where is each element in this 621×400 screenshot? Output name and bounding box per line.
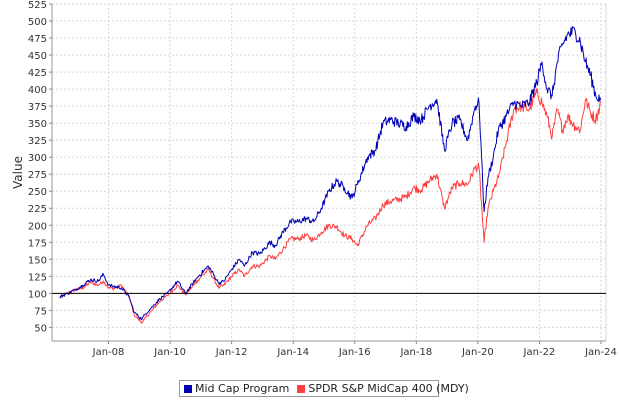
y-tick-label: 75 [34,306,47,317]
y-tick-label: 250 [28,187,47,198]
legend: Mid Cap Program SPDR S&P MidCap 400 (MDY… [179,380,469,397]
tick-labels: 50 75 100 125 150 175 200 225 250 275 300 325 350 375… [28,0,617,358]
plot-area [52,4,606,341]
x-tick-label: Jan-14 [276,347,309,358]
y-tick-label: 300 [28,153,47,164]
y-tick-label: 325 [28,136,47,147]
gridlines [52,3,606,341]
y-tick-label: 50 [34,323,47,334]
x-tick-label: Jan-12 [215,347,248,358]
axes [49,3,607,344]
y-tick-label: 525 [28,0,47,11]
legend-swatch-spdr-mdy [297,384,306,393]
series-line-1 [59,87,602,324]
y-tick-label: 275 [28,170,47,181]
x-tick-label: Jan-10 [153,347,186,358]
x-tick-label: Jan-18 [399,347,432,358]
y-tick-label: 475 [28,34,47,45]
y-tick-label: 450 [28,51,47,62]
y-tick-label: 125 [28,272,47,283]
y-tick-label: 500 [28,17,47,28]
y-tick-label: 400 [28,85,47,96]
y-axis-label: Value [11,156,25,189]
y-tick-label: 175 [28,238,47,249]
legend-label-mid-cap-program: Mid Cap Program [195,382,290,395]
y-tick-label: 200 [28,221,47,232]
x-tick-label: Jan-22 [523,347,556,358]
y-tick-label: 425 [28,68,47,79]
y-tick-label: 375 [28,102,47,113]
y-tick-label: 225 [28,204,47,215]
x-tick-label: Jan-08 [92,347,125,358]
legend-swatch-mid-cap-program [184,384,192,393]
y-tick-label: 100 [28,289,47,300]
legend-item-spdr-mdy: SPDR S&P MidCap 400 (MDY) [297,382,469,395]
y-tick-label: 350 [28,119,47,130]
x-tick-label: Jan-16 [338,347,371,358]
x-tick-label: Jan-24 [584,347,617,358]
x-tick-label: Jan-20 [461,347,494,358]
series-layer [52,26,606,324]
y-tick-label: 150 [28,255,47,266]
series-line-0 [59,26,602,321]
legend-item-mid-cap-program: Mid Cap Program [184,382,289,395]
legend-label-spdr-mdy: SPDR S&P MidCap 400 (MDY) [308,382,469,395]
